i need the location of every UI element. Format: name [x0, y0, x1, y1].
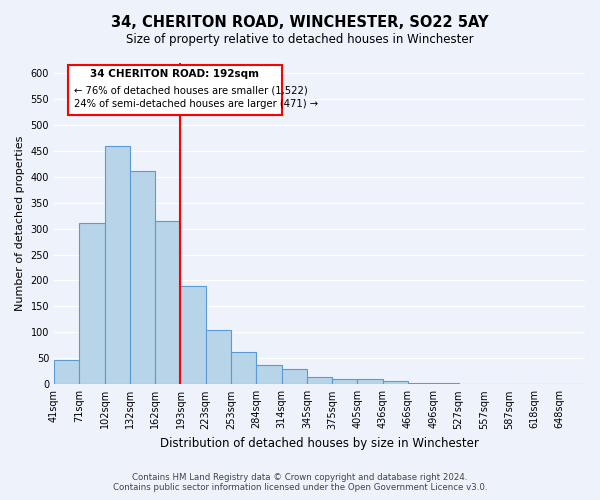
Bar [383, 380, 408, 384]
Bar [104, 146, 130, 384]
X-axis label: Distribution of detached houses by size in Winchester: Distribution of detached houses by size … [160, 437, 479, 450]
Text: ← 76% of detached houses are smaller (1,522): ← 76% of detached houses are smaller (1,… [74, 86, 308, 96]
Text: 24% of semi-detached houses are larger (471) →: 24% of semi-detached houses are larger (… [74, 99, 319, 109]
Bar [79, 224, 104, 384]
Bar [332, 379, 358, 384]
Bar [231, 352, 256, 384]
Text: 34 CHERITON ROAD: 192sqm: 34 CHERITON ROAD: 192sqm [90, 69, 259, 79]
Bar [281, 368, 307, 384]
Bar [307, 377, 332, 384]
Bar [130, 172, 155, 384]
Y-axis label: Number of detached properties: Number of detached properties [15, 136, 25, 311]
Bar [408, 382, 433, 384]
Text: Contains HM Land Registry data © Crown copyright and database right 2024.
Contai: Contains HM Land Registry data © Crown c… [113, 473, 487, 492]
Text: 34, CHERITON ROAD, WINCHESTER, SO22 5AY: 34, CHERITON ROAD, WINCHESTER, SO22 5AY [111, 15, 489, 30]
Bar [358, 379, 383, 384]
Bar [54, 360, 79, 384]
Bar [206, 330, 231, 384]
Bar [256, 365, 281, 384]
Bar [181, 286, 206, 384]
Bar [155, 221, 181, 384]
Text: Size of property relative to detached houses in Winchester: Size of property relative to detached ho… [126, 32, 474, 46]
FancyBboxPatch shape [68, 65, 281, 116]
